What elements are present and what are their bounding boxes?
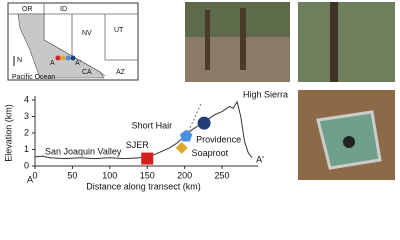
site-label: Soaproot (192, 148, 229, 158)
map-label: Pacific Ocean (12, 74, 55, 81)
map-label: N (17, 57, 22, 64)
photo-trunk (330, 2, 338, 82)
site-marker (179, 129, 193, 142)
elevation-profile (34, 100, 253, 160)
map-label: OR (22, 6, 33, 13)
photo-trunk (240, 8, 246, 70)
annotation: A (27, 174, 33, 184)
site-marker (175, 141, 188, 154)
site-dot (60, 55, 66, 61)
site-dot (70, 55, 76, 61)
map-label: A (50, 60, 55, 67)
site-marker (141, 152, 154, 165)
map-label: ID (60, 6, 67, 13)
site-dot (65, 55, 71, 61)
site-label: Providence (196, 135, 241, 145)
x-tick-label: 50 (67, 170, 77, 180)
y-tick-label: 4 (24, 94, 29, 104)
photo-trunk (205, 10, 210, 70)
annotation: San Joaquin Valley (45, 146, 122, 156)
x-tick-label: 0 (32, 170, 37, 180)
x-tick-label: 200 (177, 170, 192, 180)
map-label: A' (75, 60, 81, 67)
x-tick-label: 250 (215, 170, 230, 180)
annotation: A' (256, 154, 264, 164)
photo-trees (298, 2, 395, 82)
dashed-connector (187, 103, 202, 132)
inset-map: OR ID NV UT CA AZ N Pacific Ocean A A' (7, 2, 139, 81)
y-tick-label: 2 (24, 127, 29, 137)
map-label: CA (82, 69, 92, 76)
state-borders (8, 3, 138, 77)
california (17, 13, 105, 79)
site-marker (197, 116, 211, 130)
site-label: Short Hair (132, 120, 173, 130)
y-tick-label: 1 (24, 144, 29, 154)
photo-device-port (343, 136, 355, 148)
x-tick-label: 150 (140, 170, 155, 180)
annotation: High Sierra (243, 89, 288, 99)
y-tick-label: 3 (24, 111, 29, 121)
map-label: UT (114, 27, 124, 34)
map-label: NV (82, 30, 92, 37)
photo-canopy (185, 2, 290, 37)
photos (185, 2, 395, 180)
site-dot (55, 55, 61, 61)
x-axis-label: Distance along transect (km) (86, 181, 201, 191)
x-tick-label: 100 (102, 170, 117, 180)
map-label: AZ (116, 69, 126, 76)
figure: OR ID NV UT CA AZ N Pacific Ocean A A' 0… (3, 2, 395, 191)
y-axis-label: Elevation (km) (3, 104, 13, 162)
y-tick-label: 0 (24, 160, 29, 170)
site-label: SJER (126, 140, 150, 150)
